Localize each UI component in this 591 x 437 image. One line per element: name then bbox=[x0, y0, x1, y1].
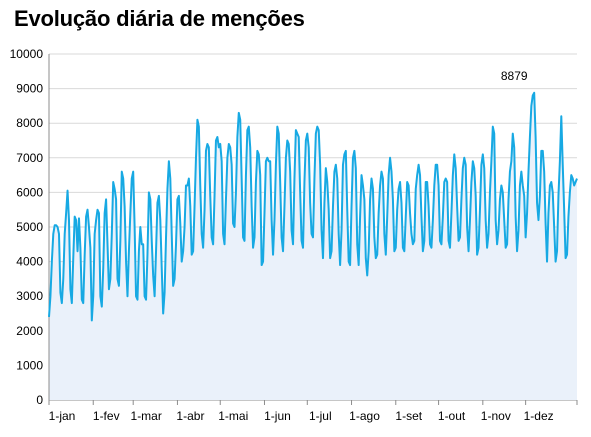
y-tick-label: 2000 bbox=[16, 324, 43, 338]
x-tick-label: 1-mai bbox=[218, 409, 248, 423]
chart-title: Evolução diária de menções bbox=[14, 6, 305, 31]
series-area-fill bbox=[49, 92, 577, 400]
x-tick-label: 1-jun bbox=[264, 409, 291, 423]
x-tick-label: 1-mar bbox=[131, 409, 162, 423]
y-tick-label: 5000 bbox=[16, 220, 43, 234]
y-tick-label: 0 bbox=[36, 393, 43, 407]
x-tick-label: 1-out bbox=[438, 409, 466, 423]
axes bbox=[48, 54, 578, 405]
y-tick-label: 7000 bbox=[16, 151, 43, 165]
y-tick-label: 3000 bbox=[16, 289, 43, 303]
y-tick-label: 10000 bbox=[10, 47, 44, 61]
series-line bbox=[48, 91, 578, 322]
y-tick-label: 4000 bbox=[16, 255, 43, 269]
x-tick-label: 1-dez bbox=[524, 409, 554, 423]
y-tick-label: 6000 bbox=[16, 185, 43, 199]
y-axis-tick-labels: 0 1000 2000 3000 4000 5000 6000 7000 8000 9000 100… bbox=[10, 47, 44, 407]
y-tick-label: 1000 bbox=[16, 358, 43, 372]
x-tick-label: 1-ago bbox=[349, 409, 380, 423]
x-tick-label: 1-jul bbox=[309, 409, 332, 423]
y-tick-label: 9000 bbox=[16, 82, 43, 96]
y-tick-label: 8000 bbox=[16, 116, 43, 130]
x-tick-label: 1-fev bbox=[93, 409, 120, 423]
x-tick-label: 1-jan bbox=[49, 409, 76, 423]
x-axis-tick-labels: 1-jan 1-fev 1-mar 1-abr 1-mai 1-jun 1-jul 1-ago… bbox=[49, 409, 554, 423]
peak-data-label: 8879 bbox=[501, 69, 528, 83]
x-tick-label: 1-nov bbox=[481, 409, 511, 423]
x-tick-label: 1-set bbox=[395, 409, 422, 423]
x-tick-label: 1-abr bbox=[176, 409, 204, 423]
